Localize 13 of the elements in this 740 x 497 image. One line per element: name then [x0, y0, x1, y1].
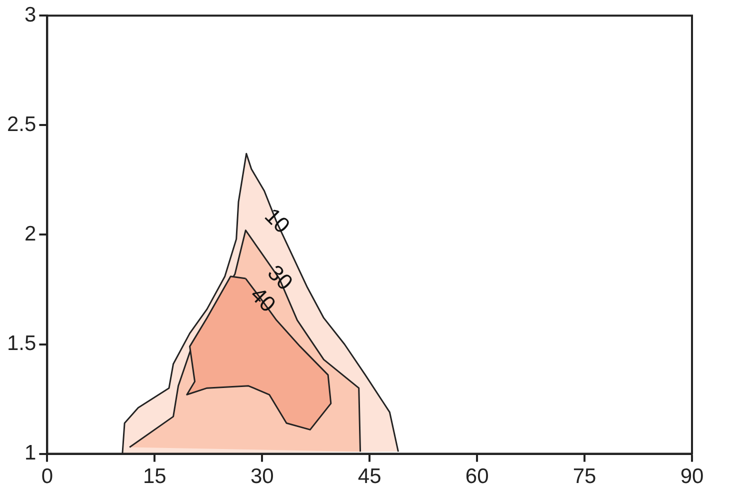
text: 10: [260, 203, 295, 238]
y-tick-label: 1: [24, 442, 36, 465]
y-tick-label: 1.5: [6, 332, 36, 356]
x-tick-label: 45: [358, 465, 382, 488]
y-tick-label: 2.5: [6, 112, 36, 136]
x-tick-label: 60: [465, 465, 489, 488]
x-tick-label: 0: [41, 465, 54, 488]
y-tick-label: 2: [24, 222, 36, 246]
y-tick-label: 3: [24, 3, 36, 26]
x-tick-label: 30: [250, 465, 274, 488]
x-tick-label: 15: [142, 465, 166, 488]
x-tick-label: 75: [572, 465, 596, 488]
x-tick-label: 90: [680, 465, 704, 488]
